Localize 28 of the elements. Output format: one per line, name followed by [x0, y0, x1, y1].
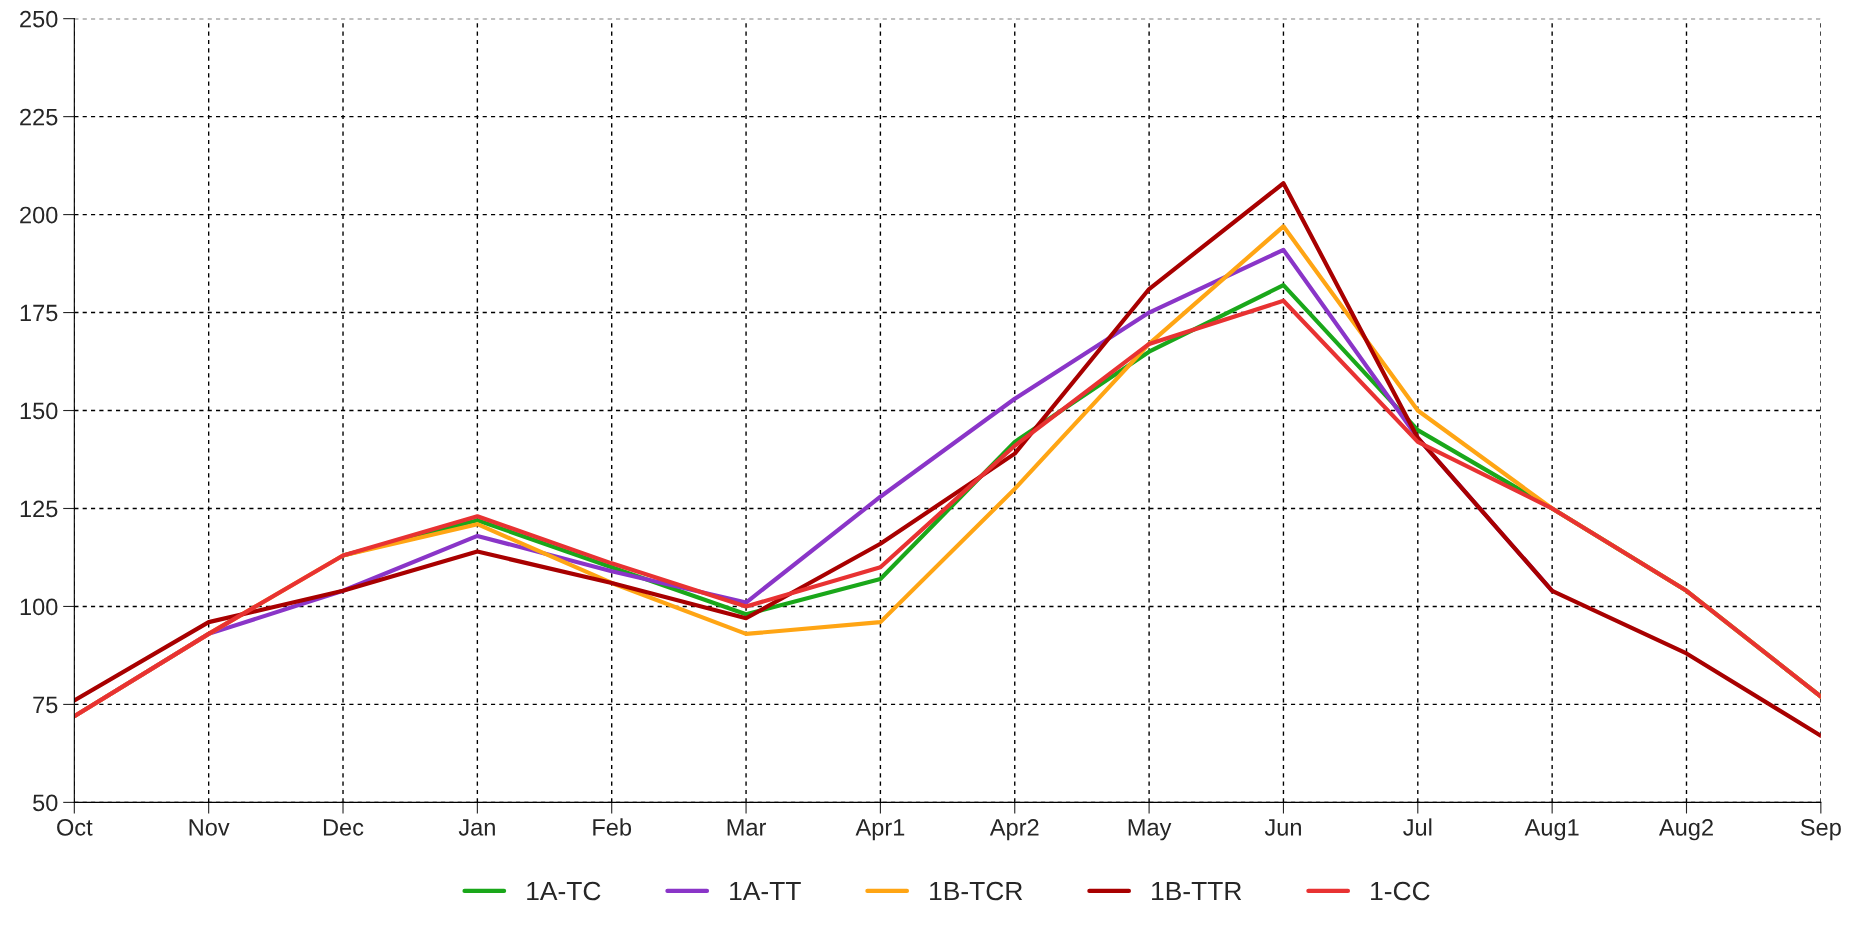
y-tick-label: 150	[20, 402, 58, 420]
y-tick-label: 125	[20, 500, 58, 518]
y-tick-label: 225	[20, 108, 58, 126]
x-tick-label: Jul	[1403, 818, 1432, 836]
y-tick-label: 175	[20, 304, 58, 322]
y-tick-label: 50	[33, 794, 58, 812]
x-tick-label: Oct	[57, 818, 93, 836]
legend-label: 1A-TT	[730, 881, 801, 901]
x-tick-label: Jan	[458, 819, 495, 836]
x-tick-label: Feb	[593, 818, 632, 836]
x-tick-label: May	[1128, 819, 1172, 841]
legend-label: 1B-TCR	[930, 881, 1023, 901]
legend-label: 1B-TTR	[1152, 881, 1242, 901]
y-tick-label: 100	[20, 598, 58, 616]
x-tick-label: Dec	[323, 819, 364, 836]
x-tick-label: Aug1	[1524, 819, 1579, 841]
x-tick-label: Mar	[727, 819, 766, 836]
x-tick-label: Apr1	[855, 819, 905, 841]
y-tick-label: 200	[20, 206, 58, 224]
x-tick-label: Sep	[1800, 818, 1841, 841]
legend-label: 1-CC	[1371, 881, 1430, 901]
y-tick-label: 250	[20, 10, 58, 28]
x-tick-label: Apr2	[989, 818, 1039, 841]
legend-label: 1A-TC	[527, 881, 601, 901]
y-tick-label: 75	[33, 696, 58, 714]
x-tick-label: Jun	[1264, 819, 1301, 836]
x-tick-label: Nov	[189, 819, 230, 836]
x-tick-label: Aug2	[1658, 818, 1713, 841]
